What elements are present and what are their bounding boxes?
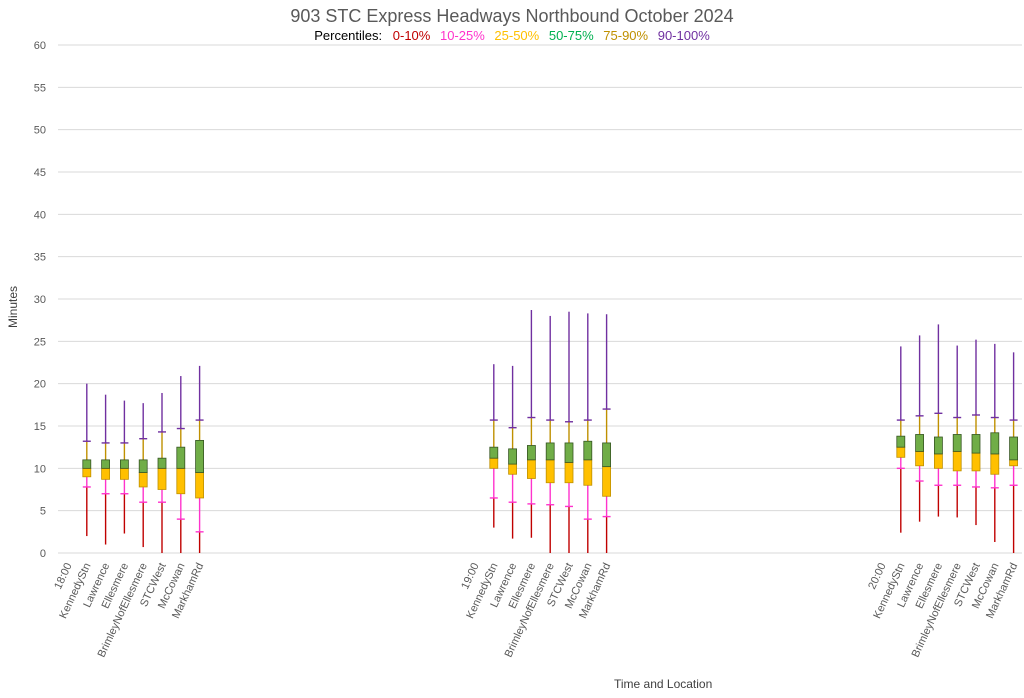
box-50-75 [489, 446, 499, 459]
y-tick-label: 15 [34, 421, 46, 433]
legend-prefix: Percentiles: [314, 28, 383, 43]
box-25-50 [120, 467, 129, 480]
box-50-75 [545, 442, 555, 461]
legend-item-0-10: 0-10% [392, 28, 431, 43]
box-25-50 [195, 472, 205, 499]
box-25-50 [157, 467, 167, 490]
box-50-75 [101, 459, 110, 469]
chart-legend: Percentiles: 0-10% 10-25% 25-50% 50-75% … [0, 28, 1024, 43]
x-axis-label: Time and Location [614, 677, 713, 691]
box-50-75 [952, 434, 962, 452]
legend-item-75-90: 75-90% [603, 28, 649, 43]
box-25-50 [1009, 459, 1018, 467]
y-tick-label: 25 [34, 336, 46, 348]
legend-item-90-100: 90-100% [657, 28, 710, 43]
legend-item-10-25: 10-25% [439, 28, 485, 43]
box-50-75 [176, 446, 186, 469]
box-25-50 [971, 452, 981, 472]
box-25-50 [138, 472, 148, 488]
box-25-50 [952, 450, 962, 472]
box-25-50 [583, 459, 593, 486]
box-25-50 [82, 467, 92, 478]
box-25-50 [934, 453, 943, 469]
box-25-50 [176, 467, 186, 495]
box-50-75 [157, 457, 167, 469]
chart-title: 903 STC Express Headways Northbound Octo… [290, 6, 734, 26]
box-25-50 [602, 466, 611, 497]
box-50-75 [564, 442, 574, 463]
box-50-75 [195, 439, 205, 473]
box-25-50 [489, 457, 499, 469]
y-tick-label: 20 [34, 379, 46, 391]
y-tick-label: 45 [34, 167, 46, 179]
box-25-50 [990, 453, 1000, 475]
box-50-75 [915, 434, 924, 452]
y-tick-label: 50 [34, 125, 46, 137]
box-25-50 [527, 459, 536, 479]
y-tick-label: 0 [40, 548, 46, 560]
y-tick-label: 55 [34, 82, 46, 94]
box-50-75 [971, 434, 981, 454]
box-25-50 [564, 462, 574, 484]
box-25-50 [896, 446, 906, 458]
box-50-75 [602, 442, 611, 468]
box-25-50 [545, 459, 555, 484]
legend-item-50-75: 50-75% [548, 28, 594, 43]
y-tick-label: 40 [34, 209, 46, 221]
legend-item-25-50: 25-50% [494, 28, 540, 43]
box-25-50 [508, 463, 518, 475]
box-50-75 [583, 440, 593, 461]
box-50-75 [508, 448, 518, 465]
box-50-75 [138, 459, 148, 473]
box-50-75 [896, 435, 906, 448]
box-50-75 [1009, 436, 1018, 461]
box-50-75 [990, 432, 1000, 455]
box-50-75 [120, 459, 129, 469]
box-50-75 [82, 459, 92, 469]
box-50-75 [527, 445, 536, 461]
y-tick-label: 30 [34, 294, 46, 306]
y-tick-label: 60 [34, 40, 46, 52]
box-50-75 [934, 436, 943, 455]
box-25-50 [915, 450, 924, 467]
y-tick-label: 10 [34, 463, 46, 475]
y-tick-label: 35 [34, 252, 46, 264]
y-tick-label: 5 [40, 506, 46, 518]
box-25-50 [101, 467, 110, 480]
